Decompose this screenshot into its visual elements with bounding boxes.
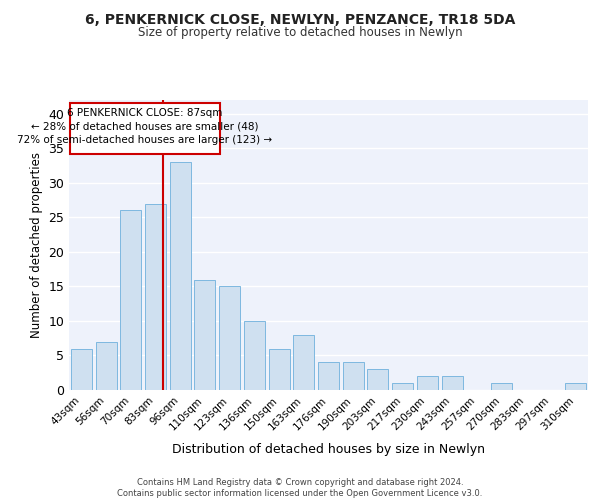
Text: 6, PENKERNICK CLOSE, NEWLYN, PENZANCE, TR18 5DA: 6, PENKERNICK CLOSE, NEWLYN, PENZANCE, T… <box>85 12 515 26</box>
Bar <box>318 362 339 390</box>
Bar <box>145 204 166 390</box>
Bar <box>343 362 364 390</box>
Text: Contains HM Land Registry data © Crown copyright and database right 2024.
Contai: Contains HM Land Registry data © Crown c… <box>118 478 482 498</box>
Bar <box>219 286 240 390</box>
Text: Size of property relative to detached houses in Newlyn: Size of property relative to detached ho… <box>137 26 463 39</box>
Text: 6 PENKERNICK CLOSE: 87sqm: 6 PENKERNICK CLOSE: 87sqm <box>67 108 223 118</box>
Text: 72% of semi-detached houses are larger (123) →: 72% of semi-detached houses are larger (… <box>17 134 272 144</box>
Bar <box>170 162 191 390</box>
Bar <box>70 104 220 154</box>
Bar <box>269 348 290 390</box>
Bar <box>417 376 438 390</box>
Bar <box>244 321 265 390</box>
Bar <box>491 383 512 390</box>
Bar <box>442 376 463 390</box>
Bar <box>120 210 141 390</box>
Text: ← 28% of detached houses are smaller (48): ← 28% of detached houses are smaller (48… <box>31 122 259 132</box>
Bar <box>293 335 314 390</box>
Bar <box>95 342 116 390</box>
Bar <box>565 383 586 390</box>
Bar <box>194 280 215 390</box>
Bar <box>392 383 413 390</box>
Y-axis label: Number of detached properties: Number of detached properties <box>30 152 43 338</box>
X-axis label: Distribution of detached houses by size in Newlyn: Distribution of detached houses by size … <box>172 443 485 456</box>
Bar <box>367 370 388 390</box>
Bar <box>71 348 92 390</box>
